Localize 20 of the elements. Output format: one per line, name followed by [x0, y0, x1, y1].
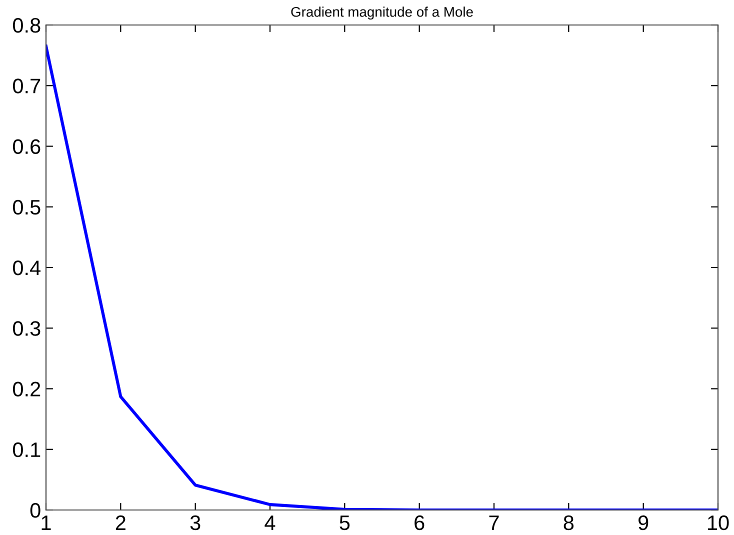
y-tick-label: 0.8 [12, 18, 40, 33]
chart-title: Gradient magnitude of a Mole [291, 6, 473, 20]
y-tick-label: 0.3 [12, 321, 40, 336]
y-tick-label: 0 [30, 503, 40, 518]
x-tick-label: 10 [708, 515, 729, 530]
x-tick-label: 3 [190, 515, 200, 530]
y-tick-label: 0.4 [12, 260, 41, 276]
y-tick-label: 0.5 [12, 200, 40, 215]
x-tick-label: 6 [414, 515, 424, 530]
y-tick-label: 0.7 [12, 78, 40, 94]
x-tick-label: 7 [489, 516, 499, 530]
x-tick-label: 1 [42, 516, 51, 530]
x-tick-label: 2 [116, 515, 126, 530]
y-tick-label: 0.2 [12, 382, 40, 397]
x-tick-label: 9 [638, 515, 648, 530]
x-tick-label: 5 [340, 516, 350, 530]
x-tick-label: 8 [564, 515, 574, 530]
x-tick-label: 4 [264, 516, 276, 530]
y-tick-label: 0.1 [12, 442, 40, 458]
y-tick-label: 0.6 [12, 139, 40, 154]
